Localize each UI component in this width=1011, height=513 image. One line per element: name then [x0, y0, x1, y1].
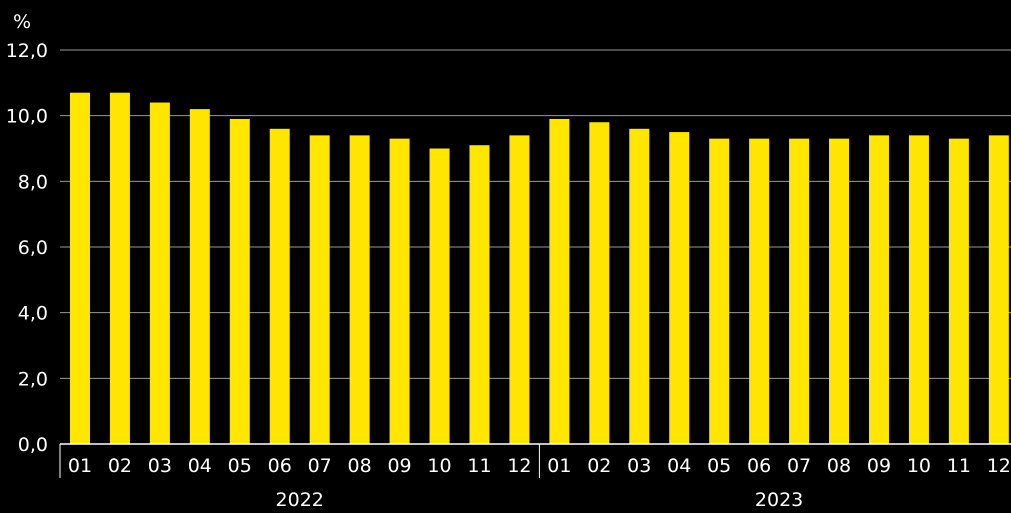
group-label: 2023	[755, 489, 803, 511]
x-tick-label: 04	[667, 455, 691, 477]
x-tick-label: 11	[947, 455, 971, 477]
bar	[709, 138, 730, 444]
x-tick-label: 12	[507, 455, 531, 477]
bar	[549, 118, 570, 444]
x-tick-label: 02	[108, 455, 132, 477]
y-tick-label: 4,0	[18, 303, 48, 325]
x-tick-label: 03	[627, 455, 651, 477]
y-tick-label: 6,0	[18, 237, 48, 259]
y-tick-label: 2,0	[18, 368, 48, 390]
bar	[789, 138, 810, 444]
x-tick-label: 01	[68, 455, 92, 477]
bar	[109, 92, 130, 444]
bar	[349, 135, 370, 444]
x-tick-label: 08	[827, 455, 851, 477]
y-tick-label: 12,0	[6, 40, 48, 62]
x-tick-label: 09	[387, 455, 411, 477]
bar	[589, 122, 610, 444]
x-tick-label: 10	[427, 455, 451, 477]
bar	[69, 92, 90, 444]
y-tick-label: 0,0	[18, 434, 48, 456]
bar	[868, 135, 889, 444]
x-tick-label: 03	[148, 455, 172, 477]
x-tick-label: 08	[348, 455, 372, 477]
y-tick-label: 8,0	[18, 171, 48, 193]
bar	[389, 138, 410, 444]
bar	[629, 128, 650, 445]
bar	[829, 138, 850, 444]
bar	[908, 135, 929, 444]
bar	[429, 148, 450, 444]
x-tick-label: 07	[308, 455, 332, 477]
bar	[749, 138, 770, 444]
bar	[669, 132, 690, 445]
bars	[69, 92, 1009, 445]
x-tick-label: 02	[587, 455, 611, 477]
gridlines	[60, 49, 1011, 379]
y-axis-ticks: 0,0 2,0 4,0 6,0 8,0 10,0 12,0	[6, 40, 48, 456]
x-tick-label: 01	[547, 455, 571, 477]
x-axis: 01 02 03 04 05 06 07 08 09 10 11 12 01 02 03 04 05 06 07 08…	[59, 443, 1011, 511]
x-tick-label: 06	[747, 455, 771, 477]
bar	[189, 109, 210, 444]
x-tick-label: 12	[987, 455, 1011, 477]
group-label: 2022	[276, 489, 324, 511]
bar	[269, 128, 290, 445]
y-axis-unit-label: %	[13, 11, 31, 33]
bar	[469, 145, 490, 444]
bar	[309, 135, 330, 444]
x-tick-label: 05	[228, 455, 252, 477]
bar	[229, 118, 250, 444]
bar	[149, 102, 170, 445]
bar	[988, 135, 1009, 444]
x-tick-label: 05	[707, 455, 731, 477]
bar	[509, 135, 530, 444]
x-tick-label: 09	[867, 455, 891, 477]
x-tick-label: 10	[907, 455, 931, 477]
x-tick-label: 06	[268, 455, 292, 477]
y-tick-label: 10,0	[6, 106, 48, 128]
x-tick-label: 11	[467, 455, 491, 477]
x-tick-label: 07	[787, 455, 811, 477]
bar	[948, 138, 969, 444]
x-tick-label: 04	[188, 455, 212, 477]
